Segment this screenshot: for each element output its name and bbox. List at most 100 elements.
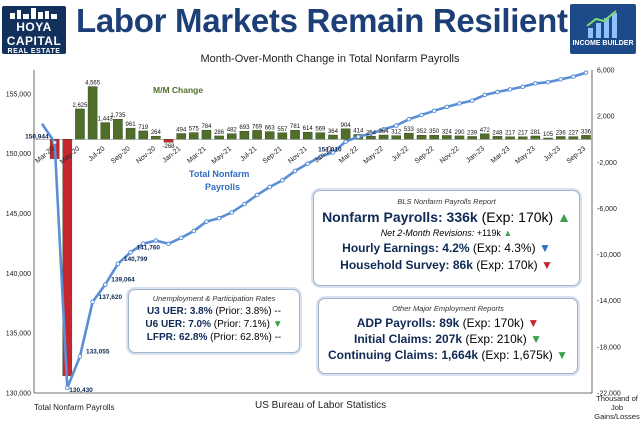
right-tick-label: -6,000 [597,206,617,213]
logo-tagline: REAL ESTATE [7,48,61,55]
lfpr-prior: (Prior: 62.8%) -- [210,332,282,343]
unemployment-box: Unemployment & Participation Rates U3 UE… [128,289,300,353]
hourly-earnings-row: Hourly Earnings: 4.2% (Exp: 4.3%) ▼ [314,241,579,255]
adp-label: ADP Payrolls: [356,316,436,330]
bar-value-label: 324 [442,129,453,135]
x-tick-label: Sep-23 [565,145,587,165]
x-tick-label: May-22 [362,145,384,165]
payroll-point [318,154,323,160]
payroll-point [102,282,108,287]
payroll-point [507,87,513,92]
payroll-point [431,108,437,114]
bar-value-label: 312 [391,130,402,136]
down-arrow-icon: ▼ [540,258,553,272]
bar-value-label: 414 [353,128,364,134]
x-tick-label: Sep-22 [414,145,436,165]
right-axis-note: Thousand of Job Gains/Losses [592,394,640,421]
mm-change-bar [277,132,288,140]
bar-series-label: M/M Change [153,85,203,95]
payroll-point [204,219,209,224]
household-label: Household Survey: [340,258,450,272]
bar-value-label: 364 [328,129,339,135]
payroll-point [153,238,159,243]
bar-value-label: 217 [518,131,529,137]
skyline-icon [10,8,57,19]
payroll-point [292,168,298,174]
payroll-point [330,150,336,155]
u3-row: U3 UER: 3.8% (Prior: 3.8%) -- [129,306,299,317]
bar-value-label: 569 [315,127,326,133]
mm-change-bar [378,134,389,140]
u6-prior: (Prior: 7.1%) [213,319,270,330]
mm-change-bar [366,136,376,140]
mm-change-bar [429,134,439,140]
payroll-point [140,241,146,247]
chart-subtitle: Month-Over-Month Change in Total Nonfarm… [200,53,460,65]
payroll-point [406,116,412,122]
bar-value-label: 105 [543,132,554,138]
mm-change-bar [201,129,212,140]
unemp-box-header: Unemployment & Participation Rates [152,294,276,303]
revisions-label: Net 2-Month Revisions: [380,228,475,238]
bls-report-box: BLS Nonfarm Payrolls Report Nonfarm Payr… [313,190,580,286]
mm-change-bar [543,137,553,140]
bar-value-label: 336 [581,129,592,135]
mm-change-bar [404,132,414,140]
payrolls-expected: (Exp: 170k) [481,209,554,225]
payroll-value-label: 140,799 [124,256,148,263]
mm-change-bar [391,135,401,140]
mm-change-bar [302,131,313,140]
mm-change-bar [227,133,237,140]
earnings-value: 4.2% [442,241,470,255]
down-arrow-icon: ▼ [556,348,568,362]
down-arrow-icon: ▼ [538,241,551,255]
payroll-point [254,192,260,198]
mm-change-bar [581,135,591,140]
continuing-claims-expected: (Exp: 1,675k) [481,348,553,362]
mm-change-bar [290,130,300,140]
up-arrow-icon: ▲ [557,209,571,225]
mm-change-bar [328,134,338,140]
mm-change-bar [555,136,566,140]
right-tick-label: 2,000 [597,114,615,121]
other-reports-box: Other Major Employment Reports ADP Payro… [318,298,578,374]
u3-value: 3.8% [189,306,213,317]
mm-change-bar [454,135,465,140]
bar-value-label: 286 [214,130,225,136]
payroll-point [115,261,121,267]
lfpr-value: 62.8% [178,332,208,343]
page-title: Labor Markets Remain Resilient [76,2,568,39]
bar-value-label: 614 [303,126,314,132]
bar-value-label: 557 [277,127,288,133]
mm-change-bar [163,139,174,143]
right-tick-label: -10,000 [597,252,621,259]
mm-change-bar [315,132,326,140]
earnings-expected: (Exp: 4.3%) [472,241,536,255]
bar-value-label: 781 [290,124,301,130]
down-arrow-icon: ▼ [527,316,540,330]
lfpr-row: LFPR: 62.8% (Prior: 62.8%) -- [129,332,299,343]
x-tick-label: Nov-20 [135,145,157,165]
payroll-point [65,385,70,391]
down-arrow-icon: ▼ [272,319,283,330]
payroll-point [216,215,222,221]
payrolls-label: Nonfarm Payrolls: [322,209,443,225]
nonfarm-payrolls-row: Nonfarm Payrolls: 336k (Exp: 170k) ▲ [314,209,579,225]
u3-label: U3 UER: [147,306,188,317]
payroll-point [77,354,83,359]
payroll-point [393,123,399,128]
revisions-value: +119k [476,228,501,238]
mm-change-bar [416,134,427,140]
bar-value-label: 575 [189,127,200,133]
mm-change-bar [530,135,541,140]
adp-expected: (Exp: 170k) [462,316,524,330]
mm-change-bar [113,118,123,140]
x-tick-label: Nov-21 [287,145,309,165]
bar-value-label: 236 [556,130,567,136]
right-tick-label: 6,000 [597,68,615,75]
payroll-point [280,178,285,183]
mm-change-bar [442,135,452,140]
x-tick-label: Mar-23 [490,145,512,165]
